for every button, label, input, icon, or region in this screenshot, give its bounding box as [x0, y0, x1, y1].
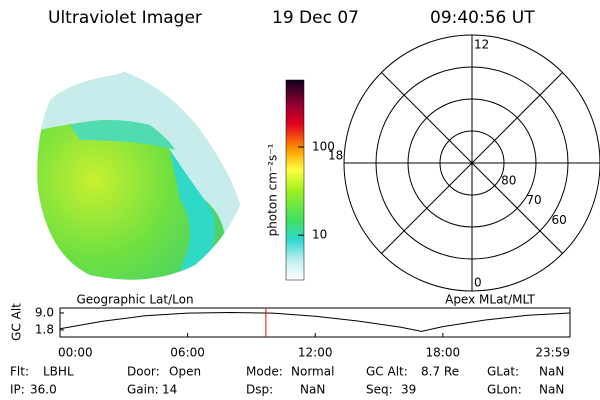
- x-tick-label: 00:00: [58, 346, 93, 360]
- polar-mlt-label: 18: [328, 149, 343, 163]
- info-value: 14: [162, 383, 177, 397]
- right-label: Apex MLat/MLT: [445, 293, 535, 307]
- info-value: NaN: [539, 365, 564, 379]
- info-value: NaN: [300, 383, 325, 397]
- info-value: Open: [169, 365, 201, 379]
- info-label: Gain:: [127, 383, 159, 397]
- info-label: GLat:: [487, 365, 519, 379]
- colorbar-label: photon cm⁻²s⁻¹: [266, 143, 280, 236]
- y-tick-label: 9.0: [35, 305, 54, 319]
- polar-mlt-label: 0: [474, 276, 482, 290]
- colorbar-tick-label: 100: [312, 139, 335, 153]
- x-tick-label: 18:00: [426, 346, 461, 360]
- info-value: 8.7 Re: [421, 365, 459, 379]
- y-tick-label: 1.8: [35, 322, 54, 336]
- left-label: Geographic Lat/Lon: [76, 293, 193, 307]
- info-label: Mode:: [246, 365, 283, 379]
- date: 19 Dec 07: [272, 8, 359, 28]
- info-value: 36.0: [30, 383, 57, 397]
- polar-mlt-label: 12: [474, 38, 489, 52]
- x-tick-label: 23:59: [535, 346, 570, 360]
- colorbar-tick-label: 10: [312, 228, 327, 242]
- info-label: Dsp:: [246, 383, 273, 397]
- aurora-image: [37, 72, 241, 280]
- y-axis-label: GC Alt: [10, 303, 24, 341]
- x-tick-label: 12:00: [298, 346, 333, 360]
- info-value: 39: [401, 383, 416, 397]
- polar-lat-label: 60: [552, 213, 567, 227]
- altitude-frame: [59, 307, 571, 338]
- info-value: NaN: [539, 383, 564, 397]
- info-value: Normal: [291, 365, 334, 379]
- polar-lat-label: 80: [501, 173, 516, 187]
- instrument: Ultraviolet Imager: [48, 8, 202, 28]
- info-label: GC Alt:: [366, 365, 408, 379]
- polar-spoke: [381, 72, 563, 254]
- info-label: Flt:: [10, 365, 29, 379]
- info-value: LBHL: [43, 365, 74, 379]
- polar-lat-label: 70: [526, 193, 541, 207]
- x-tick-label: 06:00: [170, 346, 205, 360]
- info-label: Seq:: [366, 383, 393, 397]
- info-label: Door:: [127, 365, 160, 379]
- time: 09:40:56 UT: [430, 8, 535, 28]
- colorbar: [285, 79, 305, 281]
- altitude-line: [59, 311, 571, 332]
- info-label: IP:: [10, 383, 25, 397]
- info-label: GLon:: [487, 383, 522, 397]
